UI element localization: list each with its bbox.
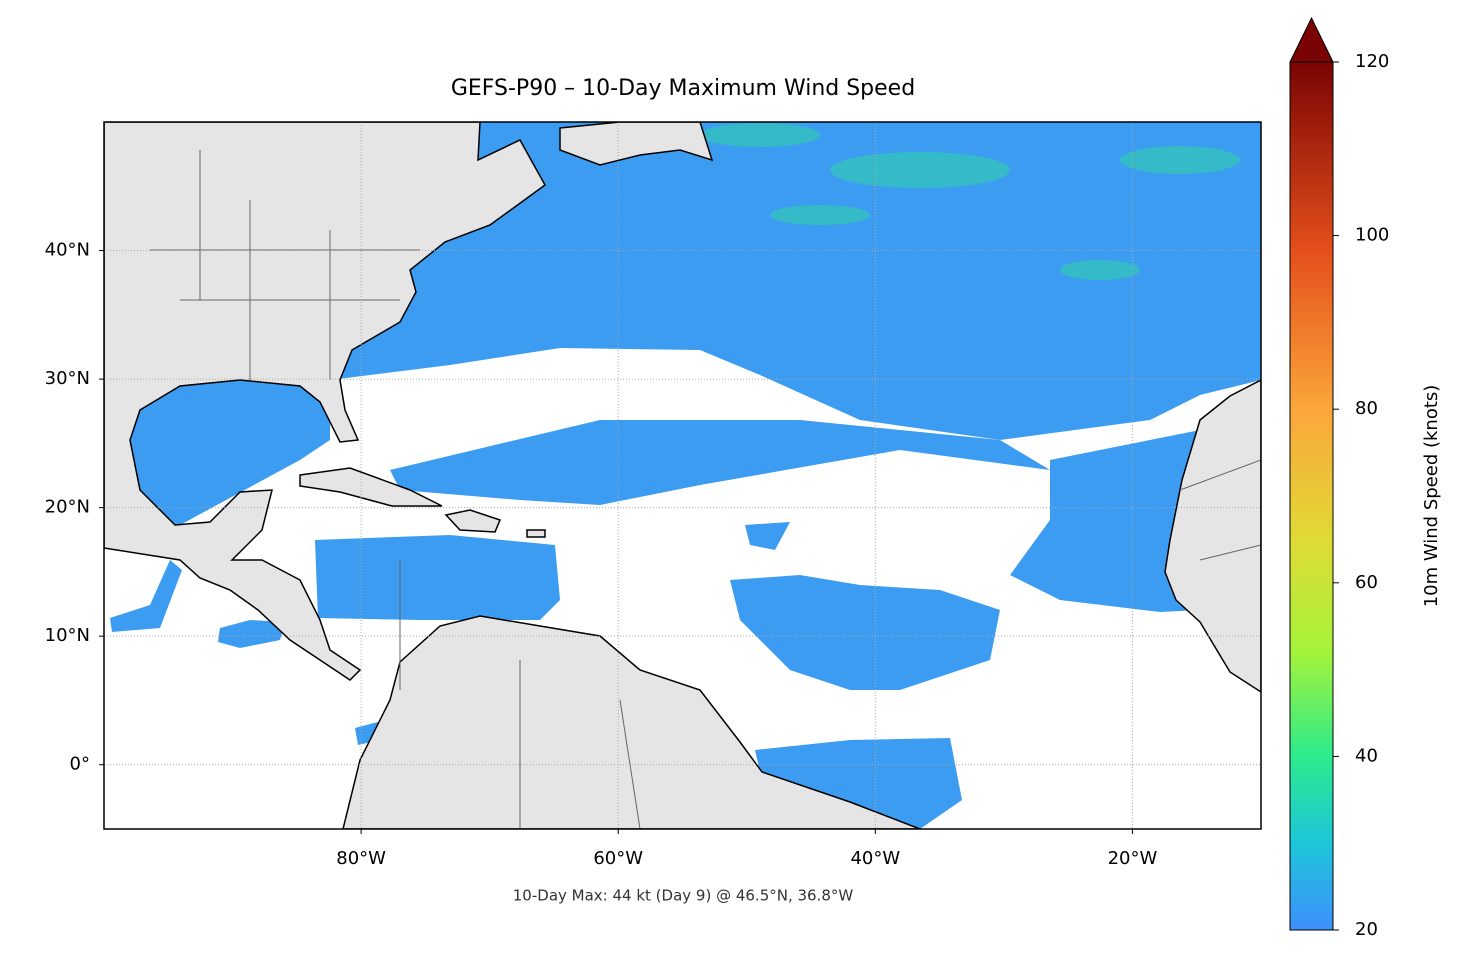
colorbar-extend bbox=[1289, 16, 1334, 63]
chart-title: GEFS-P90 – 10-Day Maximum Wind Speed bbox=[451, 76, 915, 101]
map-frame bbox=[103, 121, 1262, 830]
grid bbox=[104, 122, 1261, 829]
y-tick-label: 0° bbox=[70, 754, 90, 775]
x-tick-label: 80°W bbox=[336, 848, 386, 869]
colorbar-tick-label: 100 bbox=[1355, 225, 1389, 246]
colorbar-tick-label: 40 bbox=[1355, 745, 1378, 766]
colorbar-label: 10m Wind Speed (knots) bbox=[1421, 385, 1442, 608]
colorbar-tick-label: 80 bbox=[1355, 398, 1378, 419]
wind-patch bbox=[110, 420, 1200, 829]
y-tick-label: 10°N bbox=[45, 625, 90, 646]
map bbox=[104, 122, 1261, 829]
land bbox=[104, 122, 1261, 829]
colorbar bbox=[1289, 61, 1334, 931]
y-tick-label: 20°N bbox=[45, 497, 90, 518]
y-tick-label: 30°N bbox=[45, 368, 90, 389]
borders bbox=[150, 150, 1261, 829]
y-tick-label: 40°N bbox=[45, 240, 90, 261]
x-tick-label: 60°W bbox=[593, 848, 643, 869]
colorbar-tick-label: 120 bbox=[1355, 51, 1389, 72]
colorbar-tick-label: 60 bbox=[1355, 572, 1378, 593]
x-tick-label: 20°W bbox=[1108, 848, 1158, 869]
colorbar-tick-label: 20 bbox=[1355, 919, 1378, 940]
x-tick-label: 40°W bbox=[850, 848, 900, 869]
annotation: 10-Day Max: 44 kt (Day 9) @ 46.5°N, 36.8… bbox=[513, 887, 854, 905]
